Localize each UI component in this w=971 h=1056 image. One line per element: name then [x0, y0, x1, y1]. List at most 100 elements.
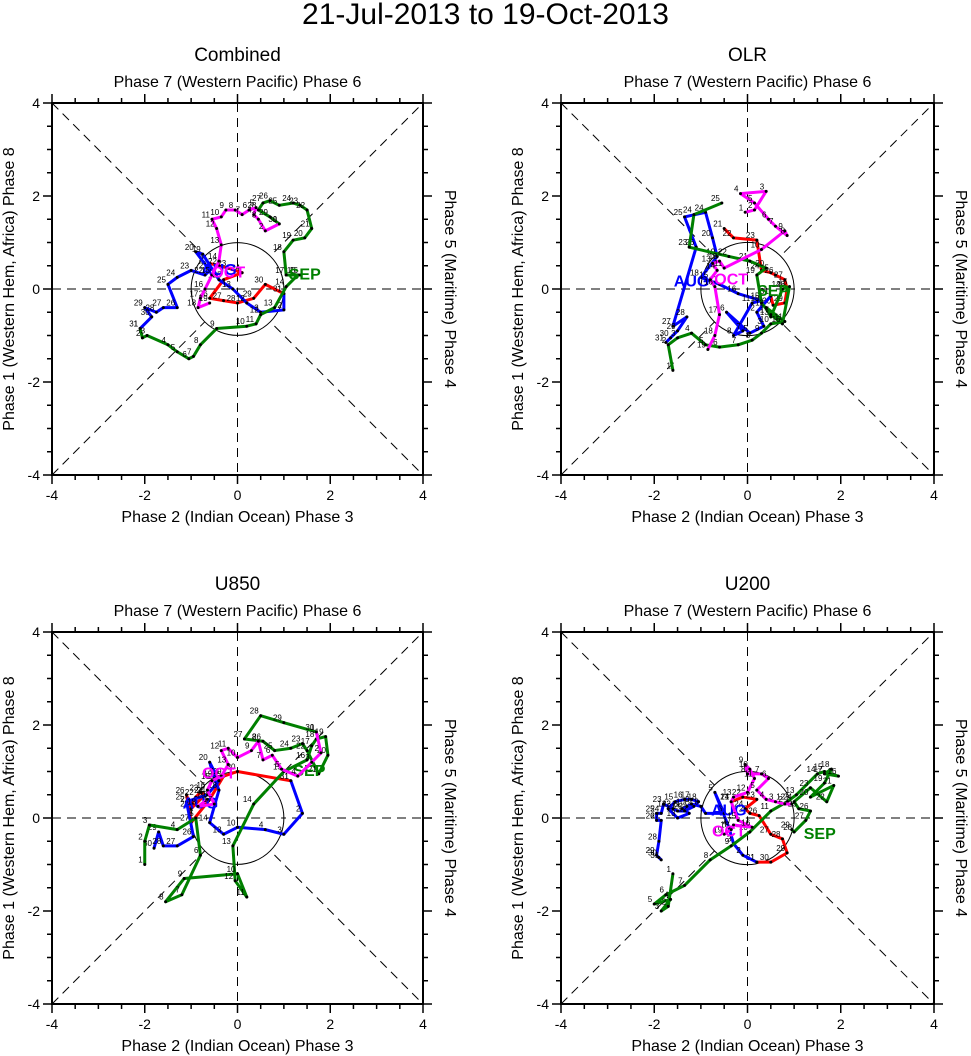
- day-marker: [685, 804, 689, 808]
- day-label: 25: [264, 742, 273, 751]
- panel-u850: U850 Phase 7 (Western Pacific) Phase 6 Pha…: [1, 574, 458, 1055]
- day-label: 1: [138, 856, 143, 865]
- day-label: 29: [667, 322, 676, 331]
- day-label: 7: [769, 217, 774, 226]
- day-label: 23: [289, 196, 298, 205]
- day-marker: [685, 315, 689, 319]
- day-marker: [219, 774, 223, 778]
- x-axis-label: Phase 2 (Indian Ocean) Phase 3: [121, 509, 353, 526]
- day-marker: [166, 343, 170, 347]
- day-marker: [259, 313, 263, 317]
- day-label: 8: [694, 797, 699, 806]
- series-sep: 1234567891011121314151617181920212223242…: [648, 760, 840, 913]
- x-tick-label: 0: [234, 487, 242, 503]
- panel-title: U850: [215, 574, 260, 595]
- day-marker: [769, 322, 773, 326]
- day-label: 17: [301, 737, 310, 746]
- day-label: 5: [189, 809, 194, 818]
- day-label: 19: [713, 825, 722, 834]
- day-label: 5: [648, 895, 653, 904]
- y-axis-label-left: Phase 1 (Western Hem, Africa) Phase 8: [510, 676, 527, 959]
- x-tick-label: 2: [326, 487, 334, 503]
- month-label: SEP: [804, 826, 836, 843]
- day-marker: [783, 229, 787, 233]
- day-label: 25: [268, 196, 277, 205]
- day-label: 11: [774, 313, 783, 322]
- day-marker: [203, 287, 207, 291]
- day-marker: [673, 800, 677, 804]
- day-label: 24: [751, 261, 760, 270]
- day-marker: [268, 199, 272, 203]
- day-marker: [785, 800, 789, 804]
- day-label: 1: [750, 853, 755, 862]
- y-axis-label-right: Phase 5 (Maritime) Phase 4: [441, 190, 458, 388]
- day-label: 23: [653, 795, 662, 804]
- day-marker: [655, 853, 659, 857]
- day-marker: [769, 809, 773, 813]
- day-marker: [722, 811, 726, 815]
- day-marker: [692, 213, 696, 217]
- day-marker: [780, 837, 784, 841]
- day-marker: [261, 758, 265, 762]
- x-axis-label: Phase 2 (Indian Ocean) Phase 3: [631, 1038, 863, 1055]
- day-label: 25: [739, 804, 748, 813]
- day-label: 5: [171, 343, 176, 352]
- day-marker: [222, 278, 226, 282]
- panel-olr: OLR Phase 7 (Western Pacific) Phase 6 Phas…: [510, 45, 969, 526]
- day-label: 29: [243, 289, 252, 298]
- day-marker: [808, 786, 812, 790]
- day-marker: [147, 823, 151, 827]
- day-label: 21: [180, 795, 189, 804]
- day-label: 26: [166, 299, 175, 308]
- day-label: 19: [192, 245, 201, 254]
- day-label: 3: [143, 816, 148, 825]
- day-marker: [282, 250, 286, 254]
- day-label: 4: [685, 324, 690, 333]
- day-label: 12: [737, 783, 746, 792]
- y-axis-label-left: Phase 1 (Western Hem, Africa) Phase 8: [1, 147, 18, 430]
- day-marker: [226, 763, 230, 767]
- day-marker: [780, 287, 784, 291]
- day-marker: [752, 776, 756, 780]
- day-marker: [236, 872, 239, 876]
- day-marker: [245, 324, 249, 328]
- day-marker: [706, 347, 710, 351]
- day-marker: [748, 811, 752, 815]
- panel-u200: U200 Phase 7 (Western Pacific) Phase 6 Pha…: [510, 574, 969, 1055]
- day-label: 18: [751, 294, 760, 303]
- day-marker: [676, 329, 680, 333]
- day-marker: [676, 809, 680, 813]
- top-axis-label: Phase 7 (Western Pacific) Phase 6: [624, 603, 872, 620]
- day-marker: [305, 749, 309, 753]
- day-marker: [224, 208, 228, 212]
- day-label: 24: [196, 786, 205, 795]
- day-marker: [722, 832, 726, 836]
- day-label: 8: [741, 765, 746, 774]
- day-label: 24: [166, 268, 175, 277]
- day-label: 29: [148, 823, 157, 832]
- day-label: 15: [814, 763, 823, 772]
- day-label: 26: [800, 802, 809, 811]
- day-label: 29: [259, 208, 268, 217]
- day-label: 28: [152, 837, 161, 846]
- day-label: 3: [760, 182, 765, 191]
- day-marker: [240, 271, 244, 275]
- day-label: 29: [273, 714, 282, 723]
- day-label: 19: [814, 774, 823, 783]
- day-label: 14: [243, 795, 252, 804]
- day-marker: [671, 807, 675, 811]
- day-marker: [815, 772, 819, 776]
- day-marker: [755, 273, 759, 277]
- day-label: 9: [739, 756, 744, 765]
- day-label: 24: [783, 793, 792, 802]
- day-marker: [808, 809, 812, 813]
- day-label: 11: [202, 210, 211, 219]
- day-marker: [750, 825, 754, 829]
- day-label: 18: [688, 793, 697, 802]
- day-marker: [769, 294, 773, 298]
- day-label: 24: [194, 786, 203, 795]
- day-marker: [655, 811, 659, 815]
- day-marker: [198, 853, 202, 857]
- day-label: 15: [287, 266, 296, 275]
